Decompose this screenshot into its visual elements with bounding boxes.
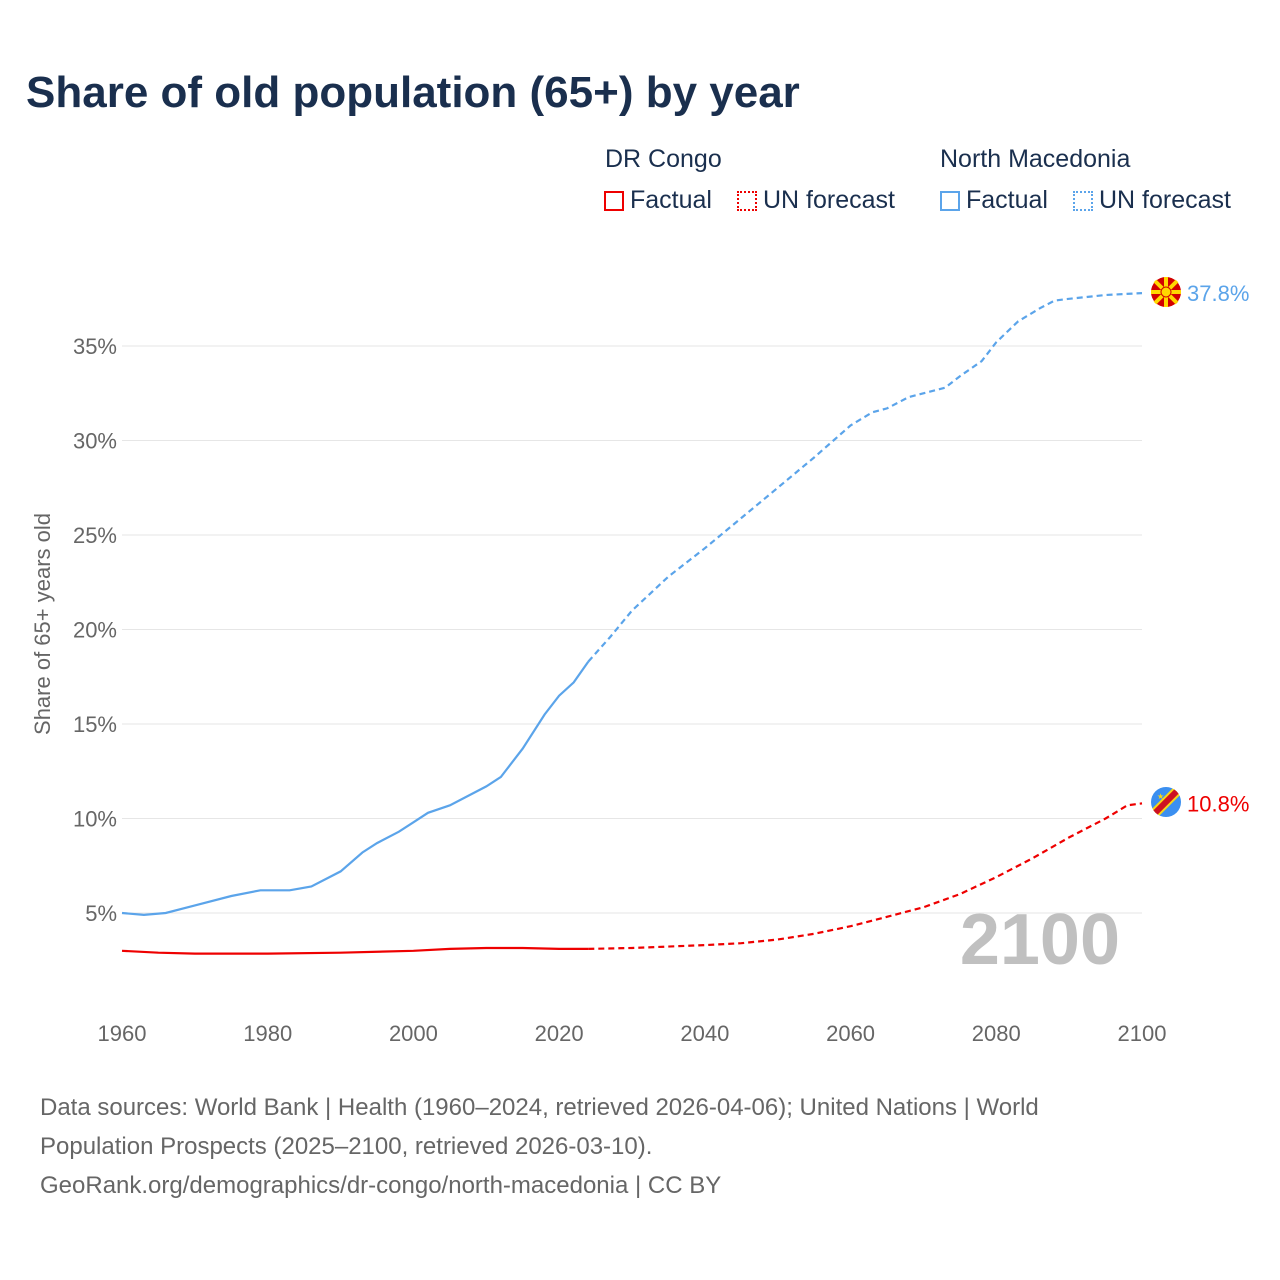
y-tick-label: 30% bbox=[73, 429, 117, 454]
dr-congo-factual-line bbox=[121, 946, 589, 955]
north-macedonia-flag-icon bbox=[1151, 277, 1181, 307]
legend-item-drc-factual[interactable]: Factual bbox=[604, 186, 712, 215]
legend-group-dr-congo: DR Congo bbox=[605, 145, 722, 173]
footer-line: Population Prospects (2025–2100, retriev… bbox=[40, 1133, 653, 1160]
x-tick-label: 1960 bbox=[98, 1021, 147, 1046]
north-macedonia-forecast-line bbox=[587, 292, 1143, 663]
legend-item-mk-factual[interactable]: Factual bbox=[940, 186, 1048, 215]
x-tick-label: 2000 bbox=[389, 1021, 438, 1046]
legend-item-mk-forecast[interactable]: UN forecast bbox=[1073, 186, 1231, 215]
y-tick-label: 5% bbox=[85, 901, 117, 926]
y-axis-label: Share of 65+ years old bbox=[30, 513, 55, 735]
legend-swatch bbox=[604, 190, 624, 211]
x-tick-label: 2040 bbox=[680, 1021, 729, 1046]
dr-congo-forecast-line bbox=[588, 802, 1143, 950]
x-tick-label: 2060 bbox=[826, 1021, 875, 1046]
legend-group-north-macedonia: North Macedonia bbox=[940, 145, 1131, 173]
legend-item-drc-forecast[interactable]: UN forecast bbox=[737, 186, 895, 215]
legend-swatch bbox=[1073, 190, 1093, 211]
dr-congo-end-label: 10.8% bbox=[1187, 791, 1249, 816]
legend-label: Factual bbox=[630, 186, 712, 214]
legend-label: UN forecast bbox=[1099, 186, 1231, 214]
y-tick-label: 15% bbox=[73, 712, 117, 737]
x-tick-label: 2100 bbox=[1118, 1021, 1167, 1046]
y-tick-label: 20% bbox=[73, 618, 117, 643]
legend-swatch bbox=[737, 190, 757, 211]
year-watermark: 2100 bbox=[960, 900, 1120, 980]
north-macedonia-end-label: 37.8% bbox=[1187, 281, 1249, 306]
footer-link[interactable]: GeoRank.org/demographics/dr-congo/north-… bbox=[40, 1172, 722, 1199]
x-tick-label: 2020 bbox=[535, 1021, 584, 1046]
y-tick-label: 10% bbox=[73, 807, 117, 832]
x-tick-label: 1980 bbox=[243, 1021, 292, 1046]
legend-label: Factual bbox=[966, 186, 1048, 214]
footer-line: Data sources: World Bank | Health (1960–… bbox=[40, 1094, 1039, 1121]
legend-label: UN forecast bbox=[763, 186, 895, 214]
footer-sources: Data sources: World Bank | Health (1960–… bbox=[40, 1088, 1240, 1205]
legend-swatch bbox=[940, 190, 960, 211]
north-macedonia-factual-line bbox=[121, 660, 590, 917]
y-tick-label: 35% bbox=[73, 334, 117, 359]
chart-title: Share of old population (65+) by year bbox=[26, 68, 800, 117]
svg-text:★: ★ bbox=[1157, 792, 1164, 801]
x-tick-label: 2080 bbox=[972, 1021, 1021, 1046]
y-tick-label: 25% bbox=[73, 523, 117, 548]
dr-congo-flag-icon: ★ bbox=[1151, 787, 1181, 817]
